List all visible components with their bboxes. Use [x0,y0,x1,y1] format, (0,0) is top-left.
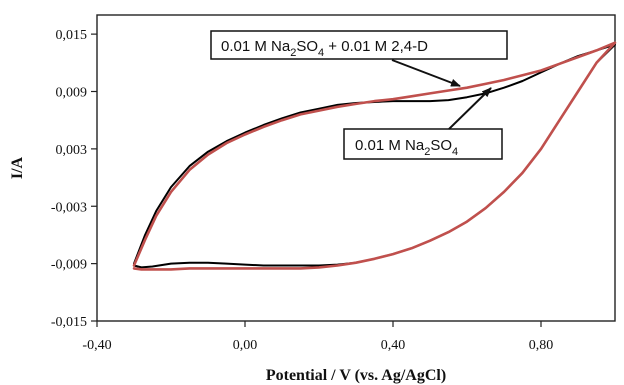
y-tick-label: -0,009 [51,258,87,273]
y-tick-label: 0,009 [56,86,88,101]
x-axis-title: Potential / V (vs. Ag/AgCl) [266,367,446,384]
annotation-upper-label: 0.01 M Na2SO4 + 0.01 M 2,4-D [221,38,428,59]
y-tick-label: -0,015 [51,315,87,330]
y-axis-title: I/A [9,156,26,179]
x-tick-label: 0,40 [381,338,406,353]
y-tick-label: 0,015 [56,28,88,43]
x-tick-label: -0,40 [82,338,111,353]
annotation-lower-box [343,128,503,160]
series-line-na2so4-2-4-d [132,41,617,271]
annotation-upper-box [210,30,508,60]
y-axis-ticks: 0,015 0,009 0,003 -0,003 -0,009 -0,015 [51,28,97,330]
y-tick-label: -0,003 [51,200,87,215]
annotation-upper-arrow [391,59,461,87]
annotation-lower-arrow [448,87,492,130]
x-tick-label: 0,80 [529,338,554,353]
y-tick-label: 0,003 [56,143,88,158]
annotation-lower: 0.01 M Na2SO4 [343,87,503,160]
x-tick-label: 0,00 [233,338,258,353]
data-series [132,41,617,271]
annotation-lower-label: 0.01 M Na2SO4 [355,137,458,158]
plot-area-frame [96,14,616,322]
annotation-upper: 0.01 M Na2SO4 + 0.01 M 2,4-D [210,30,508,87]
x-axis-ticks: -0,40 0,00 0,40 0,80 [82,321,553,353]
